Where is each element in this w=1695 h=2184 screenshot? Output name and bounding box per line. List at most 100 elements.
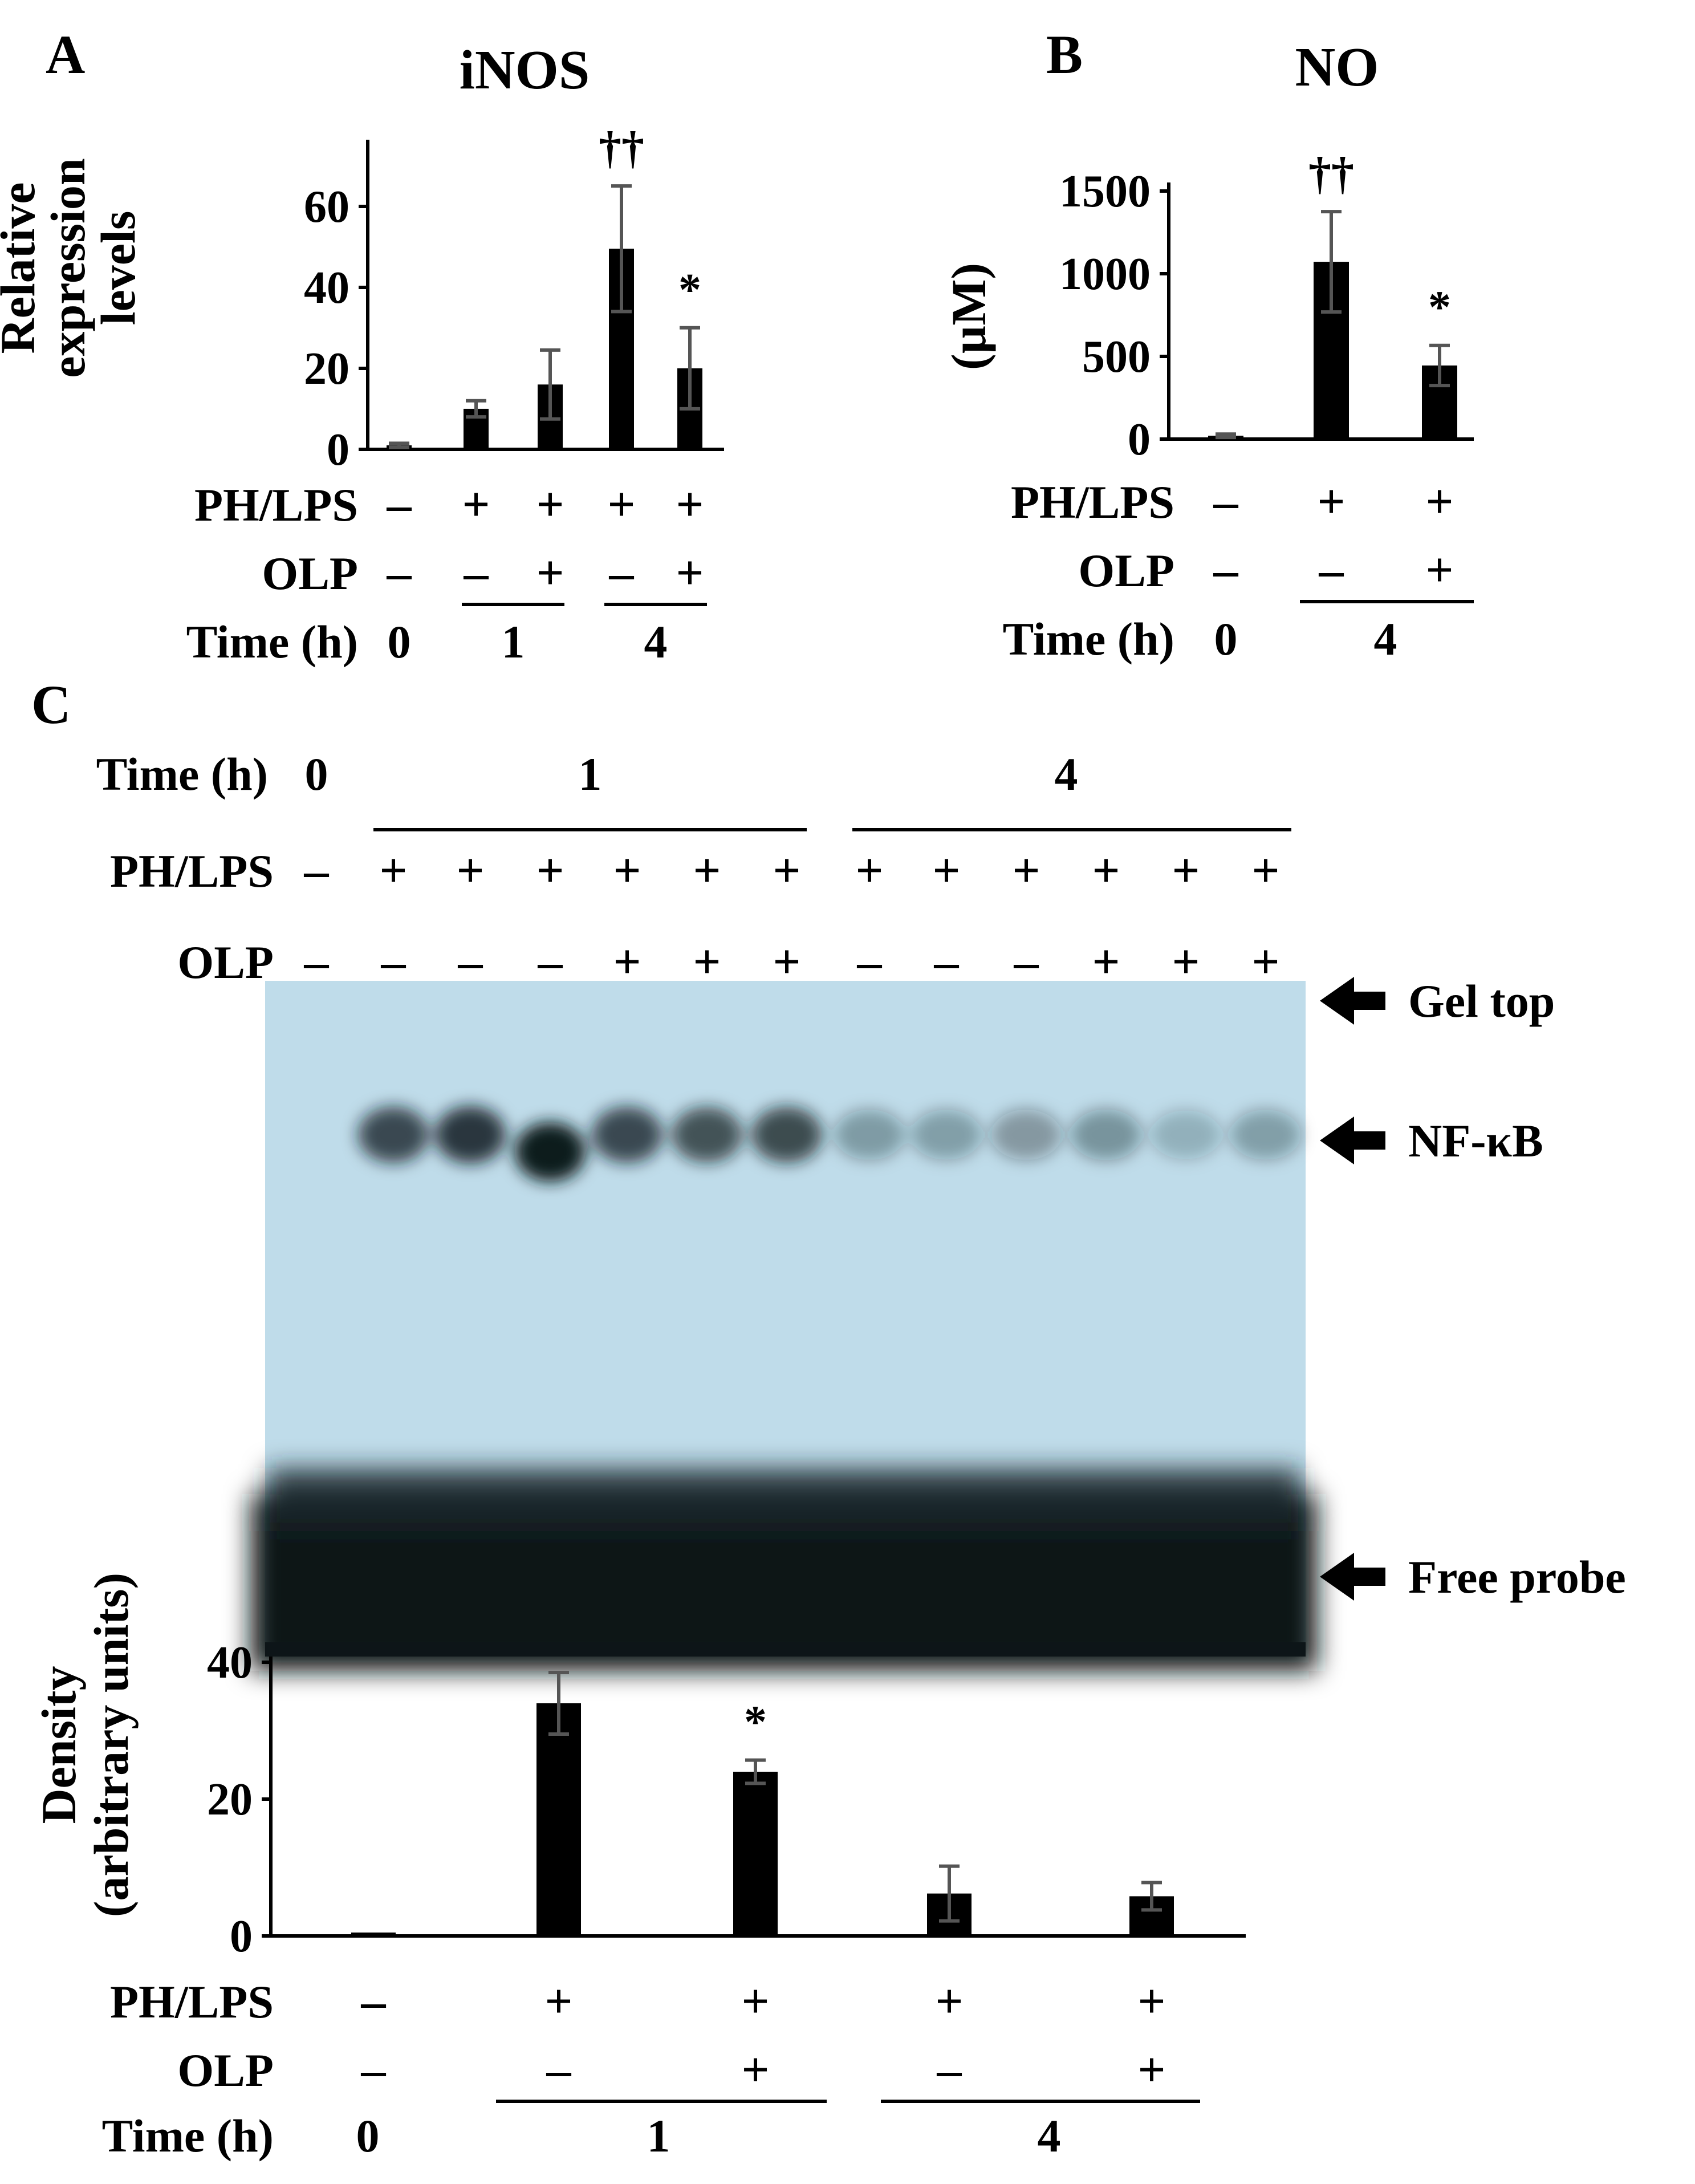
nfkb-band <box>1071 1109 1141 1160</box>
olp-sign: + <box>536 545 564 600</box>
nfkb-band <box>672 1107 742 1163</box>
gel-olp-sign: + <box>613 934 641 989</box>
gel-time-value: 0 <box>305 748 328 800</box>
time-row-label: Time (h) <box>186 616 358 668</box>
gel-olp-label: OLP <box>177 936 274 988</box>
ph-lps-row-label: PH/LPS <box>1011 476 1174 528</box>
ph-lps-sign: – <box>1213 474 1239 529</box>
time-value: 1 <box>647 2110 670 2162</box>
gel-olp-sign: – <box>304 934 330 989</box>
gel-time-value: 4 <box>1055 748 1078 800</box>
gel-ph-lps-sign: + <box>1092 843 1120 898</box>
olp-sign: + <box>1425 542 1453 597</box>
y-tick-label: 40 <box>304 263 349 313</box>
left-arrow-icon <box>1320 1553 1385 1601</box>
olp-sign: + <box>676 545 704 600</box>
panel-a-bars: †† * <box>387 123 702 449</box>
gel-ph-lps-label: PH/LPS <box>110 845 274 897</box>
time-value: 0 <box>388 616 411 668</box>
gel-ph-lps-sign: + <box>932 843 960 898</box>
panel-b-title: NO <box>1295 36 1379 98</box>
gel-arrow-label: Gel top <box>1408 975 1555 1027</box>
time-value: 0 <box>1214 613 1238 665</box>
nfkb-band <box>515 1122 586 1182</box>
y-tick-label: 500 <box>1082 332 1151 382</box>
y-tick-label: 1000 <box>1059 249 1151 299</box>
gel-olp-sign: – <box>458 934 483 989</box>
nfkb-band <box>1151 1110 1221 1159</box>
y-axis-title-line: (arbitrary units) <box>84 1573 139 1917</box>
gel-ph-lps-sign: + <box>773 843 800 898</box>
panel-b-no-chart: B NO (µM) 0 500 1000 1500 †† * PH/LPS OLP Time… <box>941 24 1474 665</box>
panel-c-condition-rows: PH/LPS OLP Time (h) – + + + + – – + – +0 1 4 <box>102 1974 1200 2162</box>
ph-lps-sign: + <box>935 1974 963 2028</box>
panel-b-letter: B <box>1046 24 1083 85</box>
free-probe-band <box>251 1468 1317 1671</box>
significance-mark: * <box>1428 283 1451 333</box>
time-value: 4 <box>1038 2110 1061 2162</box>
gel-ph-lps-sign: + <box>536 843 564 898</box>
gel-arrow-labels: Gel top NF-κB Free probe <box>1320 975 1626 1603</box>
ph-lps-sign: + <box>1425 474 1453 529</box>
y-axis-title-line: Density <box>31 1666 86 1824</box>
gel-olp-sign: – <box>857 934 883 989</box>
y-axis-title-line: Relative <box>0 182 45 354</box>
ph-lps-sign: + <box>544 1974 572 2028</box>
olp-sign: – <box>546 2042 572 2097</box>
y-axis-title-line: levels <box>91 211 145 326</box>
ph-lps-row-label: PH/LPS <box>110 1976 274 2028</box>
panel-a-title: iNOS <box>460 39 590 101</box>
gel-olp-sign: – <box>1014 934 1039 989</box>
ph-lps-sign: – <box>387 477 412 531</box>
y-axis-title-line: expression <box>40 158 95 377</box>
time-value: 0 <box>356 2110 380 2162</box>
bar <box>351 1933 396 1936</box>
gel-ph-lps-sign: + <box>1251 843 1279 898</box>
gel-ph-lps-sign: + <box>1172 843 1200 898</box>
nfkb-band <box>1230 1110 1301 1160</box>
panel-c-axes: 0 20 40 <box>207 1638 1246 1962</box>
gel-ph-lps-sign: + <box>456 843 484 898</box>
emsa-gel-image <box>251 981 1317 1671</box>
gel-ph-lps-sign: + <box>693 843 721 898</box>
olp-row-label: OLP <box>177 2044 274 2096</box>
ph-lps-sign: + <box>536 477 564 531</box>
nfkb-band <box>435 1106 506 1164</box>
panel-b-bars: †† * <box>1208 149 1457 440</box>
olp-sign: – <box>387 545 412 600</box>
y-tick-label: 20 <box>207 1775 253 1825</box>
ph-lps-sign: + <box>741 1974 769 2028</box>
panel-a-axes: 0 20 40 60 <box>304 140 724 475</box>
time-row-label: Time (h) <box>102 2110 274 2162</box>
ph-lps-sign: + <box>607 477 635 531</box>
gel-ph-lps-sign: + <box>379 843 407 898</box>
y-tick-label: 60 <box>304 182 349 232</box>
panel-c-letter: C <box>31 674 71 735</box>
left-arrow-icon <box>1320 977 1385 1025</box>
ph-lps-sign: + <box>462 477 490 531</box>
ph-lps-sign: – <box>361 1974 387 2028</box>
y-tick-label: 0 <box>327 425 349 475</box>
y-axis-title-group: Density(arbitrary units) <box>31 1573 139 1917</box>
nfkb-band <box>911 1110 982 1160</box>
nfkb-band <box>592 1106 662 1163</box>
y-tick-label: 0 <box>230 1911 253 1962</box>
gel-olp-sign: + <box>1172 934 1200 989</box>
gel-olp-sign: – <box>538 934 563 989</box>
panel-b-y-axis-title: (µM) <box>941 263 996 370</box>
olp-sign: – <box>937 2042 962 2097</box>
left-arrow-icon <box>1320 1117 1385 1164</box>
bar <box>536 1703 581 1936</box>
nfkb-band <box>834 1109 905 1160</box>
time-row-label: Time (h) <box>1003 613 1174 665</box>
panel-a-letter: A <box>46 24 85 85</box>
olp-sign: – <box>464 545 489 600</box>
olp-row-label: OLP <box>262 547 358 599</box>
gel-lane-conditions: Time (h) 0 1 4PH/LPSOLP––+–+–+–+++++++–+–+–… <box>96 748 1291 989</box>
gel-time-label: Time (h) <box>96 748 268 800</box>
significance-mark: * <box>678 265 701 315</box>
olp-sign: – <box>1319 542 1344 597</box>
